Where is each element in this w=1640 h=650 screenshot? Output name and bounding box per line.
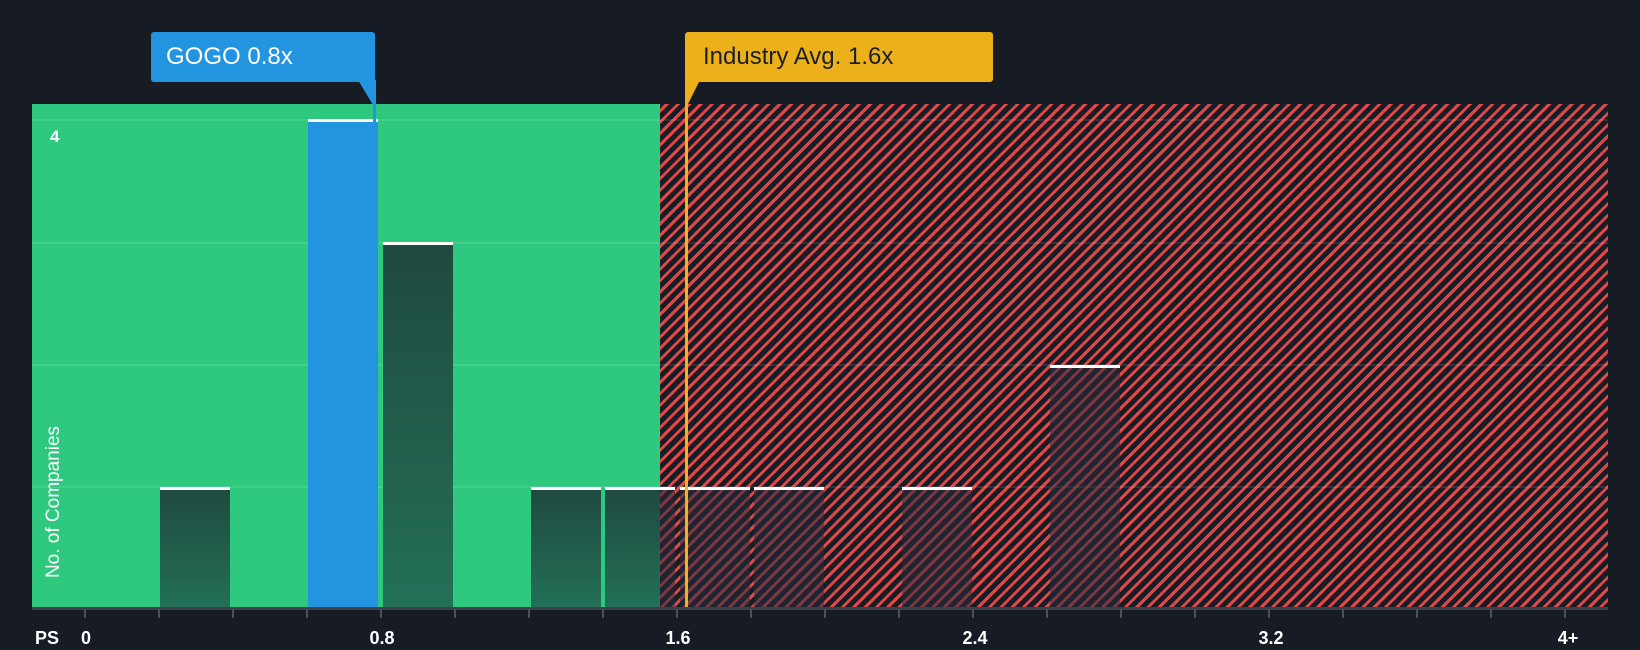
x-tick — [380, 609, 382, 618]
x-tick — [750, 609, 752, 618]
x-tick — [1564, 609, 1566, 618]
gridline-2 — [32, 364, 1608, 366]
x-label-2.4: 2.4 — [962, 628, 988, 648]
bar-1.4-1.6-overlap — [660, 487, 675, 609]
x-tick — [232, 609, 234, 618]
bar-0.2-0.4[interactable] — [160, 487, 230, 609]
x-tick — [1120, 609, 1122, 618]
bar-cap — [660, 487, 675, 490]
plot-area — [32, 104, 1608, 609]
x-tick — [528, 609, 530, 618]
x-tick — [454, 609, 456, 618]
x-label-0.8: 0.8 — [369, 628, 395, 648]
bar-1.6-1.8[interactable] — [680, 487, 750, 609]
x-tick — [602, 609, 604, 618]
y-label-4: 4 — [50, 127, 60, 146]
bar-1.8-2.0[interactable] — [754, 487, 824, 609]
bar-2.2-2.4[interactable] — [902, 487, 972, 609]
x-tick — [1194, 609, 1196, 618]
bar-cap — [754, 487, 824, 490]
gridline-3 — [32, 242, 1608, 244]
x-label-3.2: 3.2 — [1258, 628, 1284, 648]
x-tick — [1268, 609, 1270, 618]
bar-0.8-1.0[interactable] — [383, 242, 453, 609]
x-tick — [898, 609, 900, 618]
x-tick — [1490, 609, 1492, 618]
bar-cap — [902, 487, 972, 490]
bar-cap — [308, 119, 378, 122]
x-tick — [158, 609, 160, 618]
overvalued-zone — [660, 104, 1608, 609]
bar-cap — [680, 487, 750, 490]
industry-average-callout: Industry Avg. 1.6x — [685, 32, 993, 82]
x-tick — [676, 609, 678, 618]
x-axis-title: PS — [35, 628, 60, 648]
gridline-4 — [32, 119, 1608, 121]
x-axis-line — [32, 607, 1608, 610]
bar-cap — [160, 487, 230, 490]
x-label-4plus: 4+ — [1557, 628, 1579, 648]
x-tick — [1342, 609, 1344, 618]
x-tick — [306, 609, 308, 618]
company-callout: GOGO 0.8x — [151, 32, 375, 82]
bar-0.6-0.8-company[interactable] — [308, 119, 378, 609]
x-tick — [1416, 609, 1418, 618]
industry-average-line — [685, 104, 688, 609]
bar-cap — [531, 487, 601, 490]
bar-1.2-1.4[interactable] — [531, 487, 601, 609]
bar-2.6-2.8[interactable] — [1050, 365, 1120, 609]
x-label-0: 0 — [80, 628, 92, 648]
bar-cap — [1050, 365, 1120, 368]
bar-cap — [383, 242, 453, 245]
x-tick — [1046, 609, 1048, 618]
x-tick — [84, 609, 86, 618]
bar-cap — [605, 487, 660, 490]
x-tick — [972, 609, 974, 618]
y-axis-title: No. of Companies — [43, 425, 64, 579]
x-label-1.6: 1.6 — [665, 628, 691, 648]
x-tick — [824, 609, 826, 618]
bar-1.4-1.6[interactable] — [605, 487, 660, 609]
